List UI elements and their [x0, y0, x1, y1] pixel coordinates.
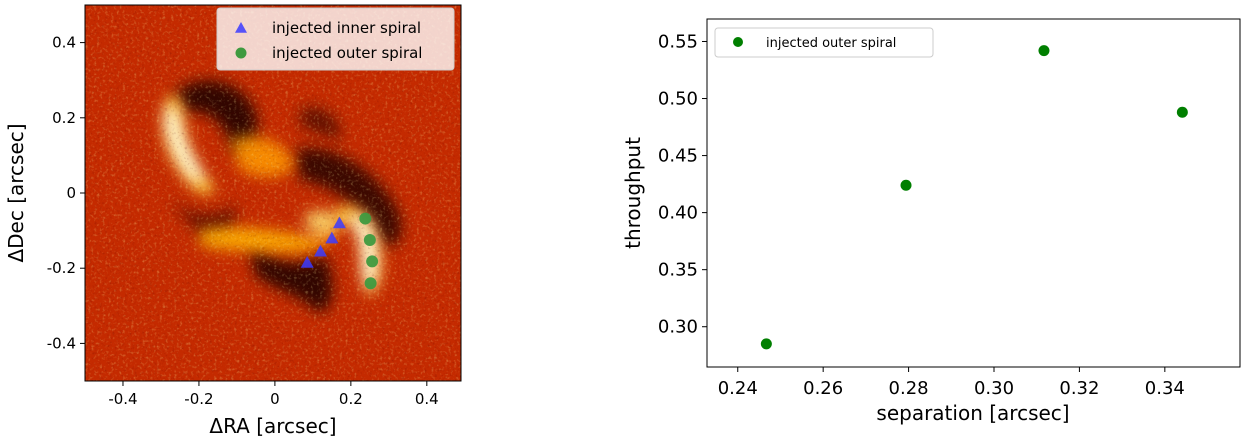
throughput-legend: injected outer spiral — [714, 27, 934, 58]
outer-spiral-marker — [363, 234, 376, 246]
image-markers — [300, 212, 379, 290]
legend-label-inner-spiral: injected inner spiral — [272, 19, 421, 37]
image-y-axis-label: ΔDec [arcsec] — [4, 123, 28, 262]
throughput-points — [760, 45, 1188, 350]
legend-circle-marker — [733, 37, 743, 47]
x-tick-label: 0 — [270, 390, 280, 408]
image-legend-box — [216, 7, 455, 71]
y-tick-label: 0.45 — [658, 146, 698, 167]
legend-label-outer-spiral: injected outer spiral — [766, 36, 896, 51]
throughput-point — [1176, 106, 1188, 118]
x-tick-label: -0.2 — [184, 390, 213, 408]
x-tick-label: -0.4 — [108, 390, 137, 408]
y-tick-label: 0.35 — [658, 260, 698, 281]
x-tick-label: 0.26 — [803, 378, 843, 399]
x-tick-label: 0.2 — [339, 390, 363, 408]
throughput-point — [760, 338, 772, 350]
throughput-point — [900, 179, 912, 191]
y-tick-label: 0.50 — [658, 89, 698, 110]
throughput-legend-box — [714, 27, 934, 58]
outer-spiral-marker — [366, 255, 379, 268]
x-tick-label: 0.4 — [415, 390, 439, 408]
y-tick-label: -0.2 — [47, 259, 76, 277]
throughput-y-axis-label: throughput — [621, 137, 645, 249]
y-tick-label: -0.4 — [47, 334, 76, 352]
y-tick-label: 0.4 — [52, 34, 76, 52]
legend-circle-marker — [235, 47, 247, 59]
inner-spiral-marker — [313, 244, 327, 257]
x-tick-label: 0.32 — [1059, 378, 1099, 399]
x-tick-label: 0.34 — [1145, 378, 1185, 399]
outer-spiral-marker — [359, 212, 372, 225]
y-tick-label: 0.30 — [658, 317, 698, 338]
plot-frame — [706, 18, 1241, 368]
inner-spiral-marker — [332, 216, 346, 229]
image-x-axis-label: ΔRA [arcsec] — [209, 414, 336, 438]
outer-spiral-marker — [364, 277, 377, 290]
throughput-panel: 0.24 0.26 0.28 0.30 0.32 0.34 0.30 0.35 0.40 0.45… — [621, 18, 1241, 425]
inner-spiral-marker — [300, 256, 314, 268]
throughput-point — [1038, 45, 1050, 57]
y-tick-label: 0 — [66, 184, 76, 202]
y-tick-label: 0.40 — [658, 203, 698, 224]
inner-spiral-marker — [325, 231, 339, 244]
x-tick-label: 0.24 — [718, 378, 758, 399]
x-tick-label: 0.28 — [889, 378, 929, 399]
image-panel: -0.4 -0.2 0 0.2 0.4 -0.4 -0.2 0 0.2 0.4 ΔRA [arcs… — [4, 4, 462, 438]
image-legend: injected inner spiral injected outer spi… — [216, 7, 455, 71]
x-tick-label: 0.30 — [974, 378, 1014, 399]
image-ticks: -0.4 -0.2 0 0.2 0.4 -0.4 -0.2 0 0.2 0.4 — [47, 34, 439, 408]
legend-label-outer-spiral: injected outer spiral — [272, 44, 422, 62]
y-tick-label: 0.55 — [658, 31, 698, 52]
y-tick-label: 0.2 — [52, 109, 76, 127]
throughput-x-axis-label: separation [arcsec] — [876, 401, 1069, 425]
legend-triangle-marker — [235, 22, 247, 33]
throughput-ticks: 0.24 0.26 0.28 0.30 0.32 0.34 0.30 0.35 0.40 0.45… — [658, 31, 1185, 399]
